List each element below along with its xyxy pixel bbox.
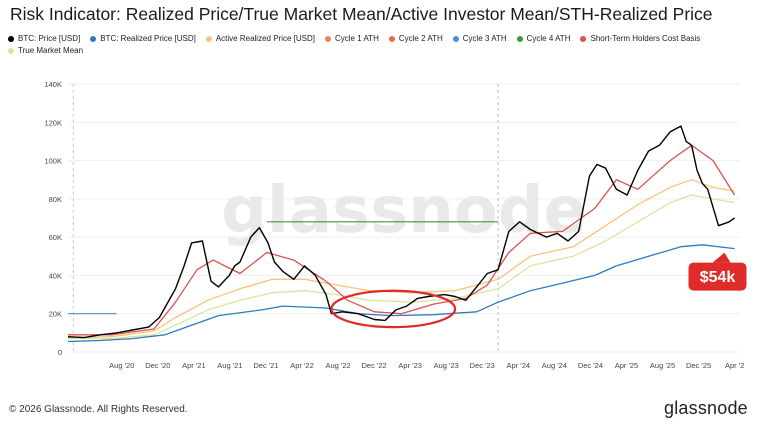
legend-label: Cycle 1 ATH bbox=[334, 34, 379, 43]
y-tick-label: 40K bbox=[49, 271, 62, 280]
legend-swatch bbox=[324, 36, 331, 42]
legend-label: Cycle 4 ATH bbox=[526, 34, 571, 43]
callout-label: $54k bbox=[700, 269, 736, 286]
legend-label: Cycle 2 ATH bbox=[398, 34, 443, 43]
legend-swatch bbox=[90, 36, 97, 42]
x-tick-label: Aug '21 bbox=[217, 361, 242, 370]
x-tick-label: Aug '22 bbox=[325, 361, 350, 370]
legend-swatch bbox=[205, 36, 212, 42]
watermark: glassnode bbox=[221, 174, 587, 248]
callout-box bbox=[688, 262, 747, 291]
y-tick-label: 80K bbox=[49, 195, 62, 204]
legend-item[interactable]: Short-Term Holders Cost Basis bbox=[580, 33, 700, 45]
legend-label: BTC: Realized Price [USD] bbox=[100, 34, 196, 43]
x-tick-label: Aug '23 bbox=[434, 361, 459, 370]
legend-item[interactable]: True Market Mean bbox=[8, 45, 83, 57]
legend-item[interactable]: Cycle 4 ATH bbox=[516, 33, 571, 45]
series-line-btc-realized-price-usd- bbox=[67, 244, 735, 343]
legend-item[interactable]: Active Realized Price [USD] bbox=[205, 33, 315, 45]
series-line-btc-price-usd- bbox=[67, 125, 736, 339]
y-tick-label: 120K bbox=[44, 118, 62, 127]
y-tick-label: 140K bbox=[44, 80, 62, 89]
series-line-short-term-holders-cost-basis bbox=[68, 144, 736, 336]
legend-swatch bbox=[580, 36, 587, 42]
chart-legend: BTC: Price [USD] BTC: Realized Price [USD… bbox=[8, 33, 753, 57]
x-tick-label: Dec '25 bbox=[686, 361, 711, 370]
legend-item[interactable]: BTC: Realized Price [USD] bbox=[90, 33, 196, 45]
y-tick-label: 0 bbox=[58, 348, 62, 357]
x-tick-label: Aug '25 bbox=[650, 361, 675, 370]
y-tick-label: 60K bbox=[49, 233, 62, 242]
legend-item[interactable]: BTC: Price [USD] bbox=[8, 33, 80, 45]
y-tick-label: 100K bbox=[44, 157, 62, 166]
chart-title: Risk Indicator: Realized Price/True Mark… bbox=[10, 4, 713, 24]
legend-item[interactable]: Cycle 3 ATH bbox=[452, 33, 507, 45]
x-tick-label: Dec '21 bbox=[253, 361, 278, 370]
legend-label: Short-Term Holders Cost Basis bbox=[590, 34, 701, 43]
legend-label: Cycle 3 ATH bbox=[462, 34, 507, 43]
legend-swatch bbox=[452, 36, 459, 42]
x-tick-label: Apr '23 bbox=[398, 361, 422, 370]
legend-swatch bbox=[388, 36, 395, 42]
legend-swatch bbox=[8, 36, 14, 42]
x-tick-label: Apr '21 bbox=[182, 361, 206, 370]
x-tick-label: Apr '24 bbox=[507, 361, 531, 370]
legend-swatch bbox=[516, 36, 523, 42]
y-tick-label: 20K bbox=[49, 310, 62, 319]
footer-brand-logo[interactable]: glassnode bbox=[664, 398, 748, 418]
x-tick-label: Dec '20 bbox=[145, 361, 170, 370]
x-tick-label: Apr '2 bbox=[725, 361, 744, 370]
legend-swatch bbox=[8, 48, 14, 54]
highlight-ellipse bbox=[330, 289, 457, 329]
footer-copyright: © 2026 Glassnode. All Rights Reserved. bbox=[9, 404, 188, 415]
x-tick-label: Dec '23 bbox=[470, 361, 495, 370]
x-tick-label: Dec '22 bbox=[362, 361, 387, 370]
legend-label: Active Realized Price [USD] bbox=[215, 34, 315, 43]
legend-item[interactable]: Cycle 1 ATH bbox=[324, 33, 379, 45]
x-tick-label: Dec '24 bbox=[578, 361, 603, 370]
x-tick-label: Aug '20 bbox=[109, 361, 134, 370]
x-tick-label: Aug '24 bbox=[542, 361, 567, 370]
callout-pointer bbox=[712, 252, 731, 263]
legend-label: BTC: Price [USD] bbox=[18, 34, 81, 43]
legend-label: True Market Mean bbox=[18, 46, 84, 55]
legend-item[interactable]: Cycle 2 ATH bbox=[388, 33, 443, 45]
chart-canvas: 0 20K 40K 60K 80K 100K 120K 140K Aug '20 Dec '20 A… bbox=[44, 80, 747, 370]
x-tick-label: Apr '22 bbox=[290, 361, 314, 370]
x-tick-label: Apr '25 bbox=[615, 361, 639, 370]
series-line-active-realized-price-usd- bbox=[67, 179, 735, 339]
